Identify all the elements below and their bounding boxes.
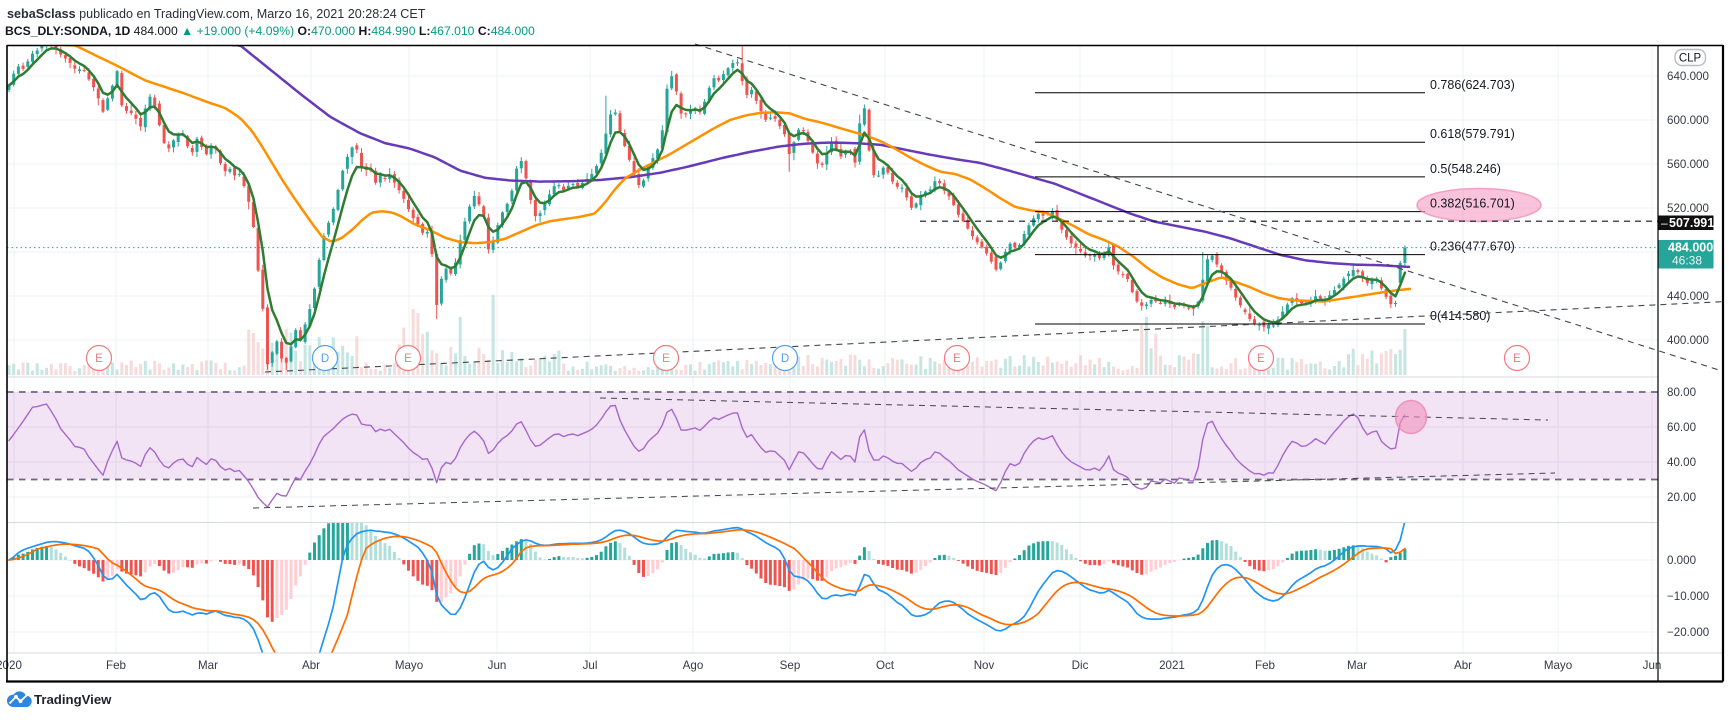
svg-text:sebaSclass publicado en Tradin: sebaSclass publicado en TradingView.com,… xyxy=(7,7,426,21)
svg-text:Ago: Ago xyxy=(683,659,704,672)
svg-text:Oct: Oct xyxy=(876,659,895,672)
svg-text:Dic: Dic xyxy=(1072,659,1089,672)
svg-text:Nov: Nov xyxy=(974,659,995,672)
svg-text:Feb: Feb xyxy=(106,659,126,672)
svg-text:440.000: 440.000 xyxy=(1667,290,1709,303)
svg-text:–: – xyxy=(1661,216,1668,230)
svg-text:E: E xyxy=(95,353,103,365)
svg-text:Mayo: Mayo xyxy=(395,659,423,672)
svg-text:Jun: Jun xyxy=(488,659,507,672)
svg-text:Feb: Feb xyxy=(1255,659,1275,672)
svg-text:640.000: 640.000 xyxy=(1667,70,1709,83)
svg-text:D: D xyxy=(321,353,329,365)
svg-text:Mar: Mar xyxy=(198,659,218,672)
svg-text:2020: 2020 xyxy=(0,659,22,672)
svg-text:D: D xyxy=(781,353,789,365)
svg-text:E: E xyxy=(1257,353,1265,365)
svg-text:520.000: 520.000 xyxy=(1667,202,1709,215)
svg-text:−10.000: −10.000 xyxy=(1667,590,1709,603)
svg-text:20.00: 20.00 xyxy=(1667,491,1696,504)
svg-text:2021: 2021 xyxy=(1159,659,1185,672)
svg-text:400.000: 400.000 xyxy=(1667,334,1709,347)
svg-text:0.000: 0.000 xyxy=(1667,554,1696,567)
svg-text:Abr: Abr xyxy=(1454,659,1472,672)
svg-text:0.786(624.703): 0.786(624.703) xyxy=(1430,78,1515,92)
svg-text:E: E xyxy=(662,353,670,365)
svg-text:Abr: Abr xyxy=(302,659,320,672)
svg-text:0.236(477.670): 0.236(477.670) xyxy=(1430,240,1515,254)
svg-text:E: E xyxy=(404,353,412,365)
svg-text:E: E xyxy=(953,353,961,365)
svg-text:TradingView: TradingView xyxy=(34,692,112,707)
svg-text:0.382(516.701): 0.382(516.701) xyxy=(1430,197,1515,211)
svg-text:0(414.580): 0(414.580) xyxy=(1430,309,1490,323)
svg-text:560.000: 560.000 xyxy=(1667,158,1709,171)
svg-text:507.991: 507.991 xyxy=(1669,216,1714,230)
svg-text:E: E xyxy=(1513,353,1521,365)
svg-text:484.000: 484.000 xyxy=(1668,241,1713,255)
svg-text:600.000: 600.000 xyxy=(1667,114,1709,127)
svg-text:Mayo: Mayo xyxy=(1544,659,1572,672)
svg-text:CLP: CLP xyxy=(1679,53,1702,65)
svg-text:0.618(579.791): 0.618(579.791) xyxy=(1430,127,1515,141)
svg-text:Sep: Sep xyxy=(780,659,801,672)
svg-text:60.00: 60.00 xyxy=(1667,421,1696,434)
svg-text:80.00: 80.00 xyxy=(1667,386,1696,399)
svg-text:BCS_DLY:SONDA, 1D 484.000 ▲ +: BCS_DLY:SONDA, 1D 484.000 ▲ +19.000 (+4.… xyxy=(5,24,535,38)
svg-text:Mar: Mar xyxy=(1347,659,1367,672)
svg-text:0.5(548.246): 0.5(548.246) xyxy=(1430,162,1501,176)
svg-text:Jul: Jul xyxy=(583,659,598,672)
svg-text:46:38: 46:38 xyxy=(1672,254,1702,268)
svg-text:−20.000: −20.000 xyxy=(1667,626,1709,639)
svg-text:40.00: 40.00 xyxy=(1667,456,1696,469)
